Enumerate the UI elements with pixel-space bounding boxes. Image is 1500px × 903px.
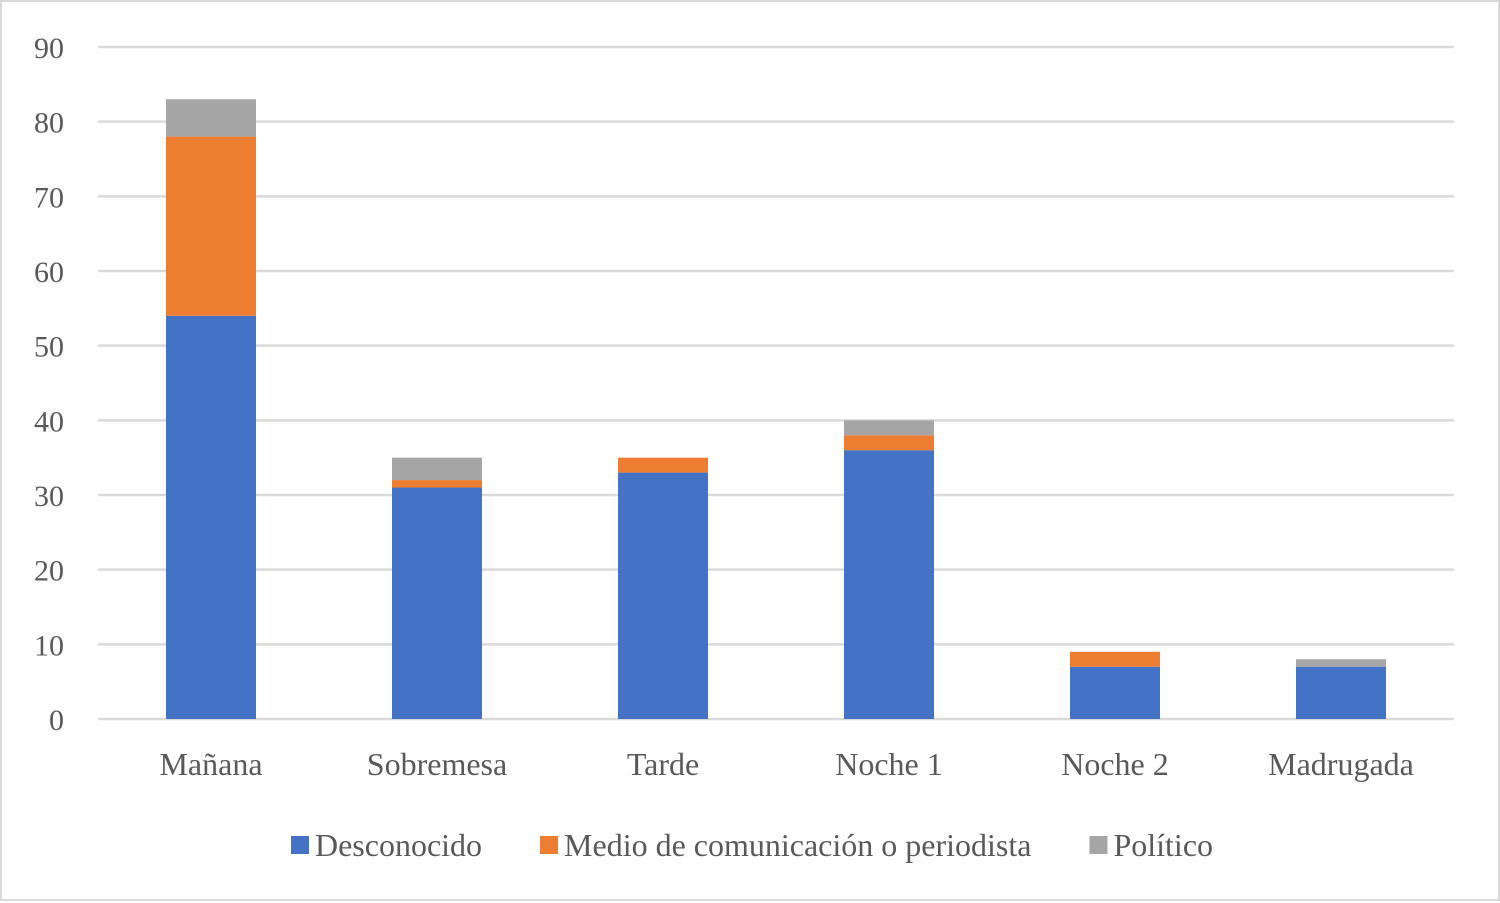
legend-item: Político [1089, 827, 1213, 863]
bar-segment [844, 435, 934, 451]
legend-swatch [290, 836, 309, 854]
legend-item: Medio de comunicación o periodista [540, 827, 1031, 863]
bar-segment [844, 450, 934, 719]
legend-swatch [540, 836, 559, 854]
bar-segment [1296, 659, 1386, 667]
bar-segment [844, 420, 934, 436]
bar-segment [618, 457, 708, 473]
x-category-label: Noche 1 [835, 746, 943, 782]
legend: Desconocido Medio de comunicación o perio… [290, 827, 1213, 863]
y-axis-tick-labels: 0 10 20 30 40 50 60 70 80 90 [34, 32, 64, 737]
bar-segment [166, 136, 256, 316]
bar-segment [392, 457, 482, 481]
gridlines [98, 45, 1454, 721]
y-tick-label: 70 [34, 181, 64, 214]
y-tick-label: 10 [34, 629, 64, 662]
y-tick-label: 40 [34, 405, 64, 438]
x-category-label: Tarde [627, 746, 699, 782]
bar-segment [618, 472, 708, 719]
x-category-label: Mañana [159, 746, 262, 782]
y-tick-label: 60 [34, 256, 64, 289]
bar-segment [1070, 651, 1160, 667]
legend-item: Desconocido [290, 827, 482, 863]
bar-segment [392, 487, 482, 719]
bar-segment [392, 480, 482, 488]
x-category-label: Sobremesa [367, 746, 507, 782]
legend-label: Desconocido [315, 827, 482, 863]
x-category-label: Noche 2 [1061, 746, 1169, 782]
y-tick-label: 20 [34, 555, 64, 588]
x-axis-category-labels: Mañana Sobremesa Tarde Noche 1 Noche 2 Madrug… [159, 746, 1413, 782]
y-tick-label: 0 [49, 704, 64, 737]
x-category-label: Madrugada [1268, 746, 1414, 782]
legend-label: Medio de comunicación o periodista [564, 827, 1031, 863]
y-tick-label: 80 [34, 107, 64, 140]
y-tick-label: 90 [34, 32, 64, 65]
bar-segment [1296, 666, 1386, 719]
legend-label: Político [1113, 827, 1213, 863]
y-tick-label: 50 [34, 331, 64, 364]
legend-swatch [1089, 836, 1108, 854]
y-tick-label: 30 [34, 480, 64, 513]
bar-segment [1070, 666, 1160, 719]
bar-segment [166, 99, 256, 137]
bars [166, 99, 1386, 719]
bar-segment [166, 315, 256, 719]
